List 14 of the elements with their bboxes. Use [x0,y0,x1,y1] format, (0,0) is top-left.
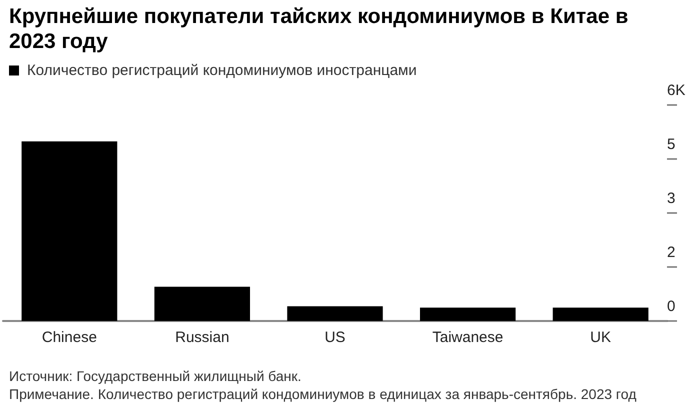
x-tick-label: UK [590,329,612,346]
y-tick-label: 6K [667,82,686,99]
chart-title: Крупнейшие покупатели тайских кондоминиумов в Китае в 2023 году [9,4,630,54]
x-tick-label: US [324,329,346,346]
y-tick-label: 5 [667,136,676,153]
text: Примечание. Количество регистраций кондоминиумов в единицах за январь-сентябрь. 2023 год [9,385,638,403]
y-tick-label: 2 [667,244,676,261]
x-tick-label: Taiwanese [432,329,504,346]
x-tick-label: Chinese [42,329,97,346]
x-tick-label: Russian [175,329,230,346]
legend-label: Количество регистраций кондоминиумов иностранцами [27,62,417,79]
y-tick-label: 3 [667,190,676,207]
y-tick-label: 0 [667,298,676,315]
text: Источник: Государственный жилищный банк. [9,367,302,385]
